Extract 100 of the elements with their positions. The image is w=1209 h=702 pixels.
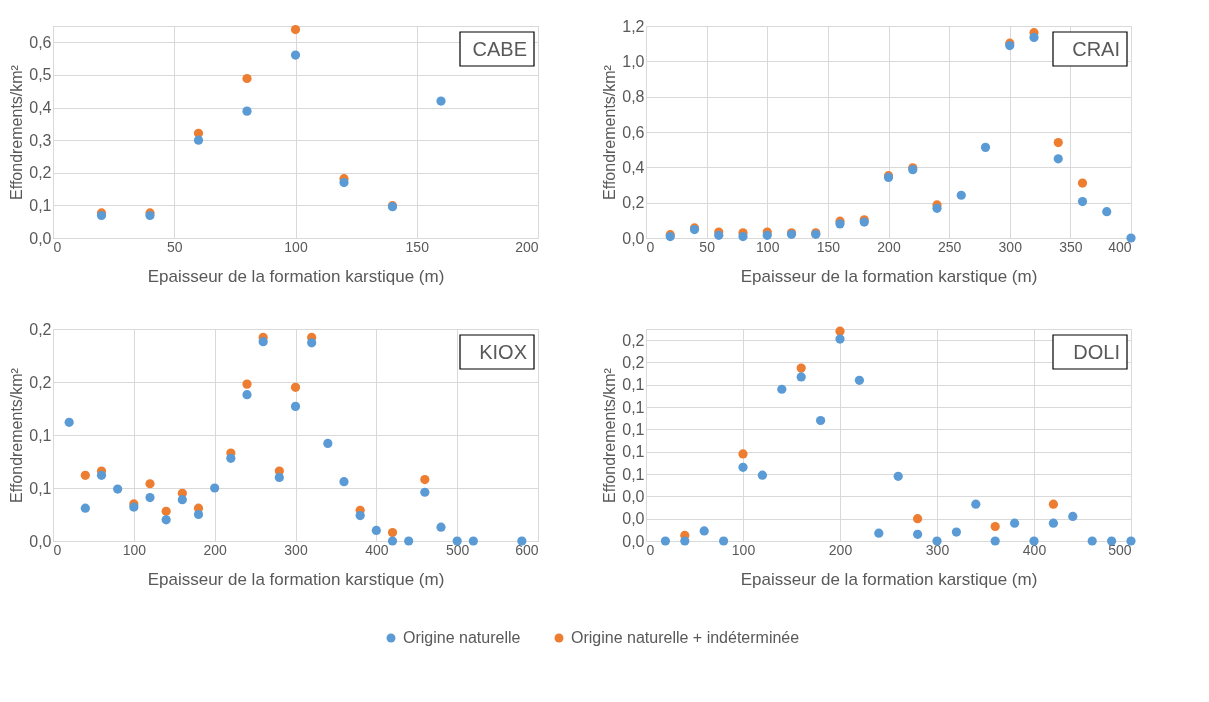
x-tick-label: 200 — [877, 238, 901, 255]
point — [874, 528, 884, 538]
y-tick-label: 0,3 — [29, 131, 52, 149]
y-tick-label: 0,1 — [622, 398, 645, 416]
y-axis-title: Effondrements/km² — [601, 64, 619, 200]
point — [210, 483, 220, 493]
y-tick-label: 0,1 — [622, 465, 645, 483]
x-tick-label: 300 — [925, 541, 950, 558]
point — [956, 190, 966, 200]
y-tick-label: 0,2 — [29, 373, 52, 391]
y-tick-label: 0,6 — [622, 123, 645, 141]
point — [699, 526, 709, 536]
y-tick-label: 1,2 — [622, 17, 645, 35]
point — [660, 536, 671, 546]
point — [1106, 536, 1117, 546]
point — [1029, 32, 1039, 43]
point — [96, 470, 107, 480]
x-axis-title: Epaisseur de la formation karstique (m) — [740, 569, 1038, 589]
point — [468, 536, 478, 546]
text: KIOX — [479, 341, 527, 363]
point — [893, 471, 903, 481]
legend-label: Origine naturelle — [403, 629, 521, 646]
point — [738, 462, 748, 472]
point — [990, 536, 1000, 546]
x-tick-label: 400 — [1108, 238, 1132, 255]
y-tick-label: 0,1 — [622, 443, 645, 461]
point — [387, 527, 398, 538]
point — [339, 477, 349, 487]
y-axis-title: Effondrements/km² — [601, 367, 619, 503]
point — [290, 382, 301, 392]
x-axis-title: Epaisseur de la formation karstique (m) — [147, 569, 445, 589]
y-tick-label: 0,8 — [622, 88, 645, 106]
point — [145, 479, 155, 489]
y-tick-label: 0,5 — [29, 66, 52, 84]
y-tick-label: 0,2 — [622, 194, 645, 212]
point — [718, 536, 729, 546]
point — [1102, 207, 1112, 217]
point — [932, 536, 942, 546]
x-tick-label: 600 — [515, 541, 539, 558]
x-axis-title: Epaisseur de la formation karstique (m) — [740, 266, 1038, 286]
y-tick-label: 0,0 — [29, 532, 52, 550]
x-tick-label: 500 — [445, 541, 470, 558]
x-tick-label: 0 — [646, 541, 655, 558]
point — [1053, 138, 1063, 148]
point — [387, 536, 398, 546]
y-tick-label: 0,1 — [29, 426, 52, 444]
point — [971, 499, 981, 509]
x-tick-label: 400 — [365, 541, 389, 558]
y-tick-label: 0,0 — [29, 229, 52, 247]
y-tick-label: 0,1 — [622, 376, 645, 394]
point — [1053, 154, 1063, 164]
point — [355, 510, 365, 521]
point — [80, 503, 90, 513]
point — [517, 536, 527, 546]
y-tick-label: 0,2 — [622, 353, 645, 371]
x-tick-label: 300 — [284, 541, 308, 558]
y-tick-label: 0,0 — [622, 487, 645, 505]
point — [242, 73, 252, 84]
x-tick-label: 150 — [405, 238, 430, 255]
x-tick-label: 50 — [166, 238, 183, 255]
x-tick-label: 0 — [53, 541, 62, 558]
point — [1009, 518, 1020, 528]
y-tick-label: 0,2 — [29, 164, 52, 182]
point — [990, 521, 1000, 532]
x-tick-label: 0 — [53, 238, 62, 255]
x-tick-label: 100 — [731, 541, 756, 558]
y-tick-label: 0,0 — [622, 510, 645, 528]
point — [1087, 536, 1097, 546]
point — [912, 514, 923, 524]
point — [323, 438, 333, 449]
x-tick-label: 100 — [284, 238, 308, 255]
x-tick-label: 200 — [203, 541, 228, 558]
point — [258, 337, 268, 347]
point — [680, 536, 690, 546]
point — [371, 525, 381, 535]
point — [1126, 233, 1136, 243]
text: CRAI — [1072, 38, 1120, 60]
text: CABE — [472, 38, 527, 60]
point — [420, 474, 430, 485]
point — [1048, 499, 1059, 509]
point — [307, 338, 317, 348]
point — [436, 522, 446, 532]
point — [80, 470, 90, 480]
text: DOLI — [1073, 341, 1120, 363]
point — [404, 536, 414, 546]
x-tick-label: 200 — [828, 541, 853, 558]
point — [290, 24, 301, 35]
legend-label: Origine naturelle + indéterminée — [571, 629, 800, 646]
y-tick-label: 0,0 — [622, 532, 645, 550]
point — [980, 142, 991, 152]
point — [242, 390, 252, 400]
point — [177, 495, 187, 505]
point — [815, 415, 826, 426]
point — [854, 375, 865, 385]
y-axis-title: Effondrements/km² — [8, 367, 26, 503]
point — [339, 177, 349, 188]
point — [912, 529, 923, 539]
point — [242, 379, 252, 389]
point — [161, 506, 171, 516]
x-tick-label: 250 — [937, 238, 962, 255]
